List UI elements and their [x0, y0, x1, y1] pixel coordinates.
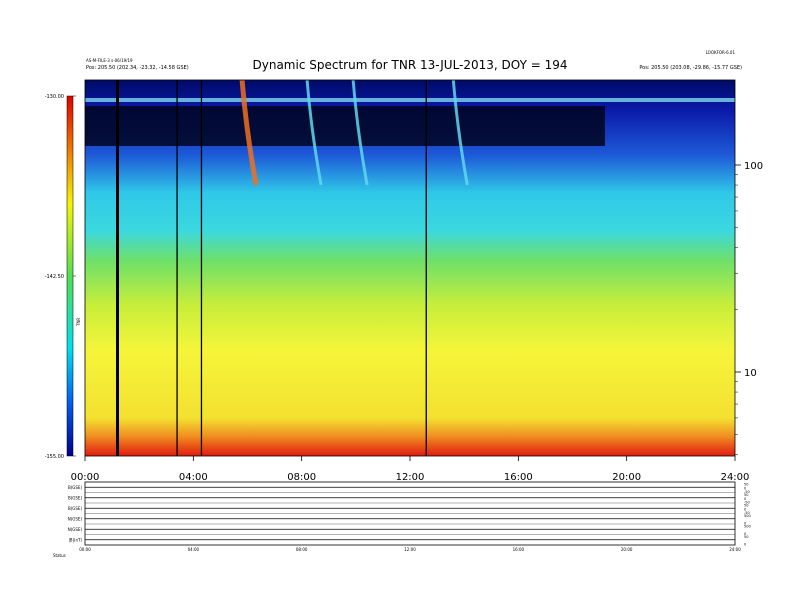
header-right-line-1: LOOKFOR-6.01 — [706, 50, 736, 55]
burst-streak — [239, 79, 259, 186]
gap-layer — [116, 80, 427, 456]
colorbar — [66, 95, 74, 457]
lower-row-scale: 0 — [744, 486, 746, 490]
lower-row-scale: -50 — [744, 490, 750, 494]
lower-row-scale: 0 — [744, 522, 746, 526]
lower-row-label: B(GSE) — [68, 506, 82, 511]
header-left-line-2: Pos: 205.50 (202.34, -23.32, -14.58 GSE) — [86, 65, 189, 71]
lower-row-label: B(GSE) — [68, 495, 82, 500]
lower-row-scale: 0 — [744, 507, 746, 511]
lower-x-tick-label: 24:00 — [729, 547, 741, 552]
lower-row-scale: 50 — [744, 504, 748, 508]
lower-row-scale: -50 — [744, 511, 750, 515]
x-axis-tick-label: 16:00 — [504, 472, 533, 483]
x-axis-tick-label: 04:00 — [179, 472, 208, 483]
burst-streak — [305, 79, 323, 186]
lower-x-tick-label: 00:00 — [79, 547, 91, 552]
lower-row-scale: 500 — [744, 525, 751, 529]
lower-row-label: N(GSE) — [68, 516, 83, 521]
burst-layer — [239, 79, 469, 186]
colorbar-label: TNR — [76, 318, 81, 327]
right-frequency-axis: 100 10 — [735, 161, 763, 455]
header-left-line-1: AS-M-FILE-3 s-06/19/19 — [86, 58, 133, 63]
header-right-line-2: Pos: 205.50 (203.08, -29.86, -15.77 GSE) — [639, 65, 742, 71]
right-axis-tick-label: 100 — [744, 161, 763, 172]
colorbar-tick-label: -130.00 — [45, 94, 64, 100]
lower-x-tick-label: 04:00 — [188, 547, 200, 552]
lower-footer: Status — [53, 553, 66, 558]
lower-row-scale: 500 — [744, 514, 751, 518]
lower-row-scale: 0 — [744, 532, 746, 536]
colorbar-tick-label: -155.00 — [45, 454, 64, 460]
x-axis: 00:00 04:00 08:00 12:00 16:00 20:00 24:00 — [71, 456, 750, 483]
lower-row-scale: 0 — [744, 543, 746, 547]
x-axis-tick-label: 00:00 — [71, 472, 100, 483]
colorbar-ticks: -130.00 -142.50 -155.00 — [45, 94, 76, 460]
lower-panel: B(GSE)500-50B(GSE)500-50B(GSE)500-50N(GS… — [68, 481, 751, 552]
burst-streak — [451, 79, 469, 186]
light-band — [85, 98, 735, 102]
chart-title: Dynamic Spectrum for TNR 13-JUL-2013, DO… — [253, 58, 568, 72]
lower-row-label: N(GSE) — [68, 527, 83, 532]
colorbar-tick-label: -142.50 — [45, 274, 64, 280]
lower-row-scale: 50 — [744, 535, 748, 539]
x-axis-tick-label: 08:00 — [287, 472, 316, 483]
lower-row-label: |B|(nT) — [68, 537, 82, 542]
burst-streak — [351, 79, 369, 186]
lower-x-tick-label: 20:00 — [621, 547, 633, 552]
x-axis-tick-label: 20:00 — [612, 472, 641, 483]
lower-x-tick-label: 12:00 — [404, 547, 416, 552]
lower-row-label: B(GSE) — [68, 485, 82, 490]
dark-band — [85, 106, 605, 146]
lower-x-tick-label: 08:00 — [296, 547, 308, 552]
lower-row-scale: -50 — [744, 501, 750, 505]
lower-row-scale: 50 — [744, 483, 748, 487]
lower-row-scale: 50 — [744, 493, 748, 497]
right-axis-tick-label: 10 — [744, 368, 757, 379]
lower-x-tick-label: 16:00 — [513, 547, 525, 552]
x-axis-tick-label: 24:00 — [721, 472, 750, 483]
x-axis-tick-label: 12:00 — [396, 472, 425, 483]
lower-row-scale: 0 — [744, 497, 746, 501]
spectrogram — [84, 79, 736, 457]
